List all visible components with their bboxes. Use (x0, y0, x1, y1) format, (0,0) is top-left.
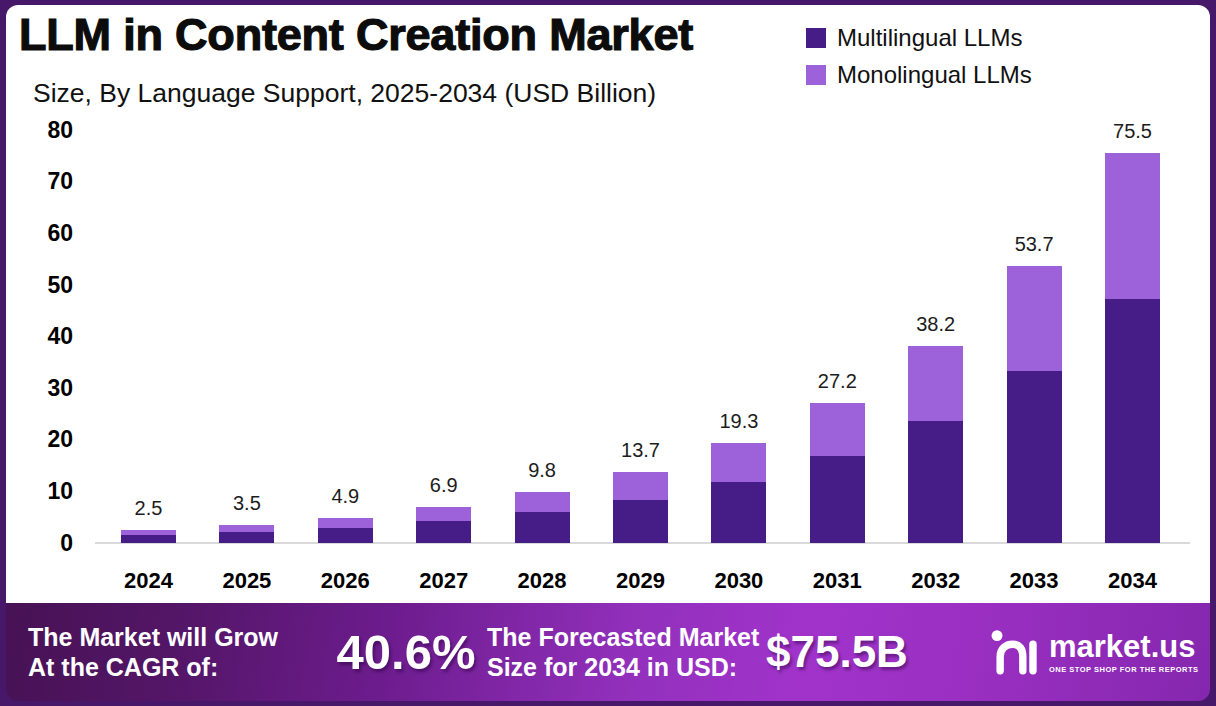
x-axis-label-2024: 2024 (100, 568, 198, 594)
cagr-label-line2: At the CAGR of: (28, 652, 278, 682)
value-label-2030: 19.3 (699, 409, 779, 433)
bar-2034-multilingual (1105, 299, 1160, 543)
footer-banner: The Market will Grow At the CAGR of: 40.… (6, 603, 1210, 701)
x-axis-label-2026: 2026 (296, 568, 394, 594)
y-axis-tick-70: 70 (13, 170, 73, 193)
value-label-2027: 6.9 (404, 473, 484, 497)
x-axis-label-2034: 2034 (1084, 568, 1182, 594)
bar-2032-monolingual (908, 346, 963, 421)
bar-2027-multilingual (416, 521, 471, 543)
value-label-2033: 53.7 (994, 232, 1074, 256)
x-axis-label-2027: 2027 (395, 568, 493, 594)
bar-2032-multilingual (908, 421, 963, 543)
bar-2031-monolingual (810, 403, 865, 457)
x-axis-label-2033: 2033 (985, 568, 1083, 594)
x-axis-label-2025: 2025 (198, 568, 296, 594)
brand-tagline: ONE STOP SHOP FOR THE REPORTS (1049, 665, 1199, 674)
y-axis-tick-20: 20 (13, 428, 73, 451)
brand-name: market.us (1049, 631, 1199, 663)
forecast-label-line2: Size for 2034 in USD: (487, 652, 759, 682)
bar-chart: 010203040506070802.520243.520254.920266.… (6, 5, 1210, 603)
bar-2025-multilingual (219, 532, 274, 543)
bar-2033-multilingual (1007, 371, 1062, 543)
bar-2028-multilingual (515, 512, 570, 543)
brand-text: market.us ONE STOP SHOP FOR THE REPORTS (1049, 631, 1199, 674)
bar-2029-monolingual (613, 472, 668, 499)
bar-2030-monolingual (711, 443, 766, 481)
x-axis-label-2031: 2031 (788, 568, 886, 594)
cagr-label: The Market will Grow At the CAGR of: (28, 622, 278, 682)
bar-2029-multilingual (613, 500, 668, 543)
bar-2026-multilingual (318, 528, 373, 543)
value-label-2025: 3.5 (207, 491, 287, 515)
x-axis-label-2030: 2030 (690, 568, 788, 594)
marketus-icon (990, 627, 1040, 677)
bar-2031-multilingual (810, 456, 865, 543)
value-label-2024: 2.5 (109, 496, 189, 520)
forecast-label: The Forecasted Market Size for 2034 in U… (487, 622, 759, 682)
chart-area: LLM in Content Creation Market Size, By … (6, 5, 1210, 603)
bar-2028-monolingual (515, 492, 570, 512)
infographic-frame: LLM in Content Creation Market Size, By … (6, 5, 1210, 701)
bar-2026-monolingual (318, 518, 373, 528)
cagr-value: 40.6% (326, 624, 486, 680)
brand-logo: market.us ONE STOP SHOP FOR THE REPORTS (990, 627, 1199, 677)
value-label-2031: 27.2 (797, 369, 877, 393)
forecast-value: $75.5B (766, 627, 908, 677)
y-axis-tick-0: 0 (13, 532, 73, 555)
cagr-label-line1: The Market will Grow (28, 622, 278, 652)
bar-2025-monolingual (219, 525, 274, 532)
value-label-2032: 38.2 (896, 312, 976, 336)
x-axis-label-2028: 2028 (493, 568, 591, 594)
y-axis-tick-60: 60 (13, 222, 73, 245)
value-label-2029: 13.7 (601, 438, 681, 462)
y-axis-tick-50: 50 (13, 274, 73, 297)
bar-2027-monolingual (416, 507, 471, 521)
value-label-2026: 4.9 (305, 484, 385, 508)
bar-2033-monolingual (1007, 266, 1062, 371)
bar-2030-multilingual (711, 482, 766, 543)
forecast-label-line1: The Forecasted Market (487, 622, 759, 652)
value-label-2028: 9.8 (502, 458, 582, 482)
y-axis-tick-40: 40 (13, 325, 73, 348)
bar-2024-multilingual (121, 535, 176, 543)
x-axis-label-2032: 2032 (887, 568, 985, 594)
y-axis-tick-80: 80 (13, 119, 73, 142)
y-axis-tick-10: 10 (13, 480, 73, 503)
y-axis-tick-30: 30 (13, 377, 73, 400)
bar-2024-monolingual (121, 530, 176, 535)
value-label-2034: 75.5 (1093, 119, 1173, 143)
bar-2034-monolingual (1105, 153, 1160, 299)
x-axis-label-2029: 2029 (592, 568, 690, 594)
